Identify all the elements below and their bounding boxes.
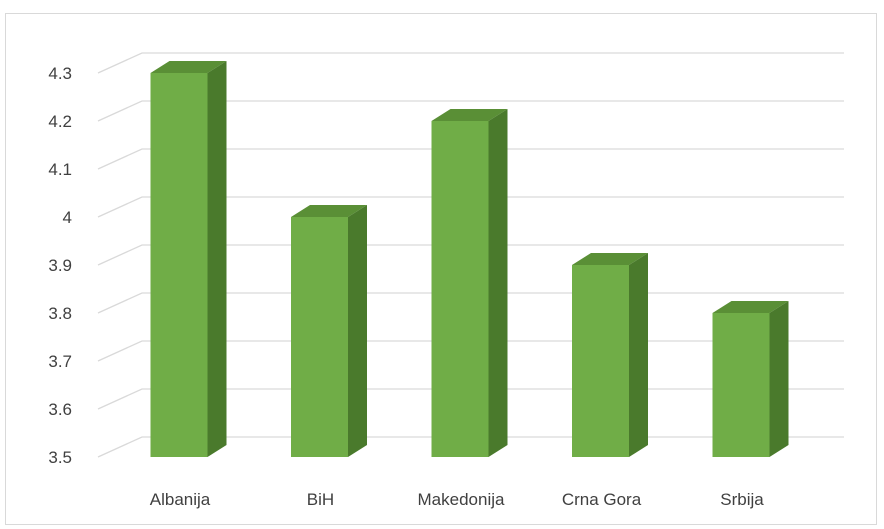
bar-top-face xyxy=(431,109,508,121)
bar-front-face xyxy=(572,265,629,457)
bar-top-face xyxy=(572,253,648,265)
bar-bih xyxy=(291,205,367,457)
x-category-label: Albanija xyxy=(150,490,211,509)
x-category-label: Crna Gora xyxy=(562,490,642,509)
gridline xyxy=(97,100,844,122)
bar-top-face xyxy=(712,301,789,313)
x-category-label: BiH xyxy=(307,490,334,509)
y-tick-label: 3.6 xyxy=(48,400,72,419)
gridline xyxy=(97,244,844,266)
bar-front-face xyxy=(291,217,348,457)
x-category-label: Makedonija xyxy=(418,490,505,509)
bar-side-face xyxy=(207,61,227,457)
bar-crna-gora xyxy=(572,253,648,457)
x-category-label: Srbija xyxy=(720,490,764,509)
gridline xyxy=(97,148,844,170)
gridline xyxy=(97,196,844,218)
y-tick-label: 4.3 xyxy=(48,64,72,83)
bar-front-face xyxy=(431,121,489,457)
bars xyxy=(150,61,789,457)
bar-makedonija xyxy=(431,109,508,457)
x-axis: Albanija BiH Makedonija Crna Gora Srbija xyxy=(150,490,765,509)
bar-top-face xyxy=(291,205,367,217)
y-tick-label: 4.1 xyxy=(48,160,72,179)
bar-albanija xyxy=(150,61,227,457)
y-tick-label: 4 xyxy=(63,208,72,227)
bar-srbija xyxy=(712,301,789,457)
bar-front-face xyxy=(712,313,770,457)
bar-side-face xyxy=(488,109,508,457)
bar-front-face xyxy=(150,73,208,457)
y-tick-label: 3.8 xyxy=(48,304,72,323)
bar-side-face xyxy=(629,253,648,457)
bar-top-face xyxy=(150,61,227,73)
y-tick-label: 3.5 xyxy=(48,448,72,467)
y-axis: 3.5 3.6 3.7 3.8 3.9 4 4.1 4.2 4.3 xyxy=(48,64,72,467)
y-tick-label: 4.2 xyxy=(48,112,72,131)
y-tick-label: 3.9 xyxy=(48,256,72,275)
bar-side-face xyxy=(348,205,367,457)
y-tick-label: 3.7 xyxy=(48,352,72,371)
bar-side-face xyxy=(769,301,789,457)
gridline xyxy=(97,52,844,74)
